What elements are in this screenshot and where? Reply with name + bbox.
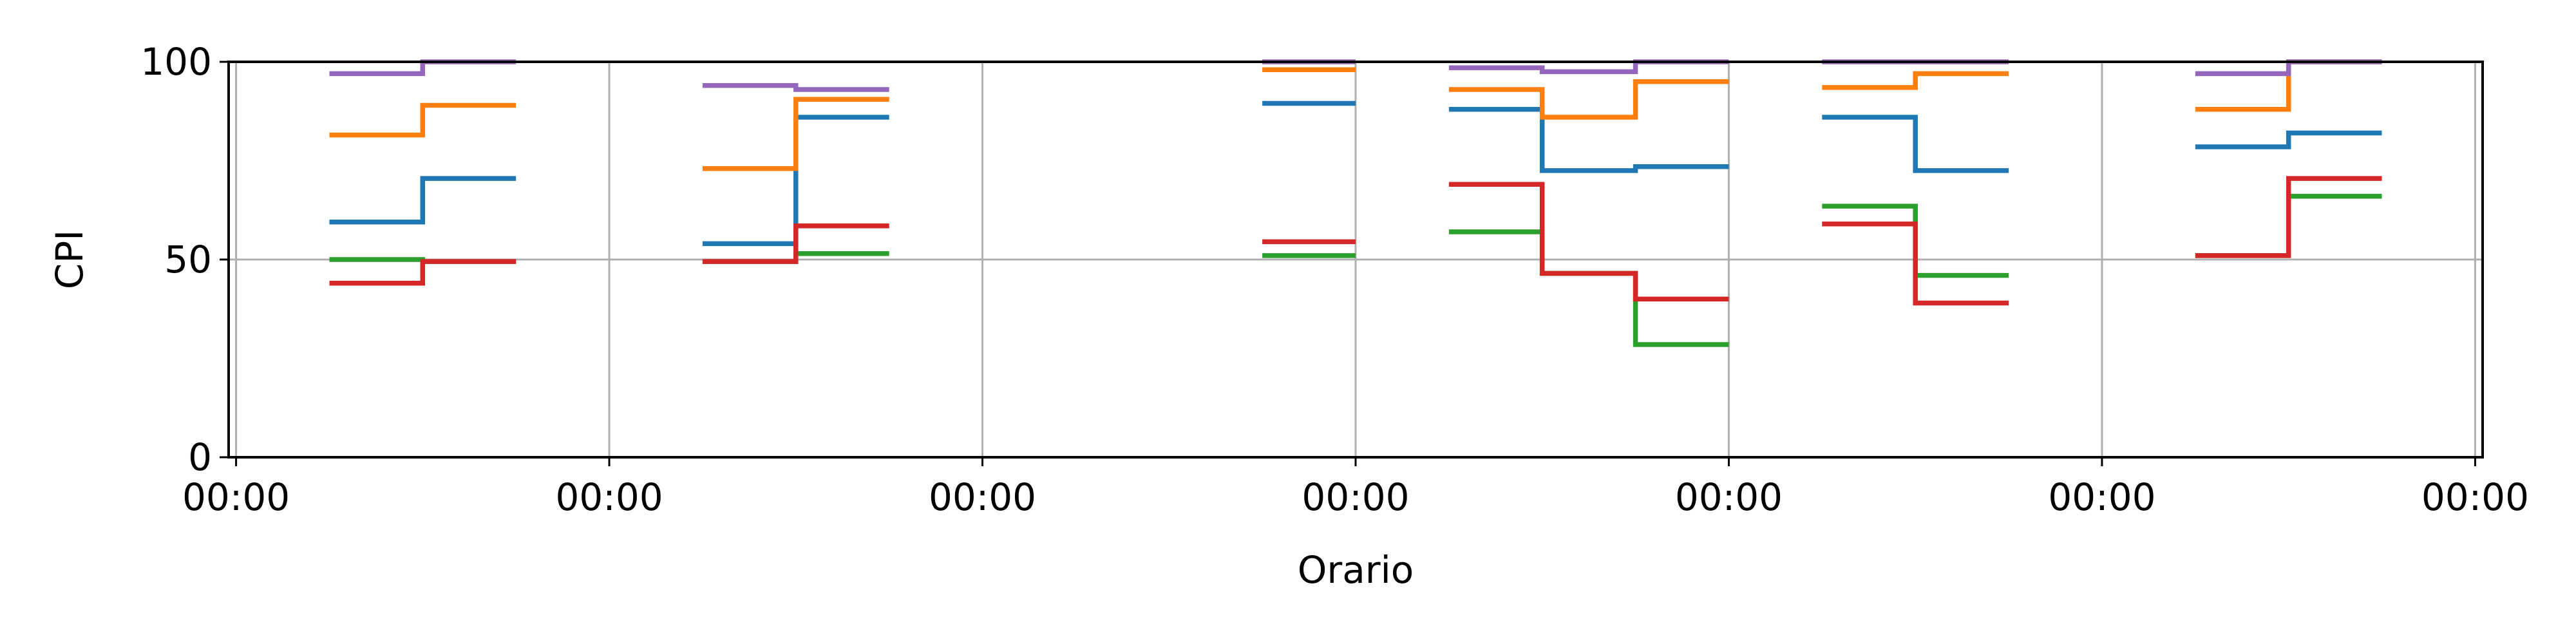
y-axis-label: CPI xyxy=(48,230,91,290)
y-tick-label: 100 xyxy=(140,40,212,84)
series-5-segment-4 xyxy=(1448,59,1729,75)
x-tick-label: 00:00 xyxy=(2421,475,2529,519)
x-tick-label: 00:00 xyxy=(182,475,290,519)
x-tick-label: 00:00 xyxy=(1675,475,1783,519)
series-5-segment-1 xyxy=(329,59,516,77)
series-1-segment-1 xyxy=(329,176,516,225)
series-4-segment-5 xyxy=(1822,221,2009,306)
x-tick-label: 00:00 xyxy=(1302,475,1409,519)
x-axis-label: Orario xyxy=(1298,548,1414,592)
y-tick-label: 0 xyxy=(188,435,212,479)
series-2-segment-4 xyxy=(1448,79,1729,120)
x-tick-label: 00:00 xyxy=(555,475,663,519)
series-4-segment-6 xyxy=(2195,176,2382,258)
x-tick-label: 00:00 xyxy=(2048,475,2155,519)
series-4-segment-1 xyxy=(329,259,516,286)
x-tick-label: 00:00 xyxy=(929,475,1036,519)
series-2-segment-5 xyxy=(1822,71,2009,90)
series-4-segment-2 xyxy=(702,223,889,264)
y-tick-label: 50 xyxy=(164,238,212,281)
series-1-segment-2 xyxy=(702,115,889,247)
series-4-segment-4 xyxy=(1448,182,1729,302)
series-1-segment-4 xyxy=(1448,106,1729,173)
series-2-segment-1 xyxy=(329,102,516,138)
series-1-segment-5 xyxy=(1822,115,2009,173)
series-1-segment-6 xyxy=(2195,130,2382,149)
series-3-segment-4 xyxy=(1448,229,1729,347)
series-5-segment-2 xyxy=(702,83,889,92)
grid xyxy=(229,61,2483,459)
series-2-segment-2 xyxy=(702,97,889,171)
series-5-segment-6 xyxy=(2195,59,2382,77)
axis-ticks: 00:00 00:00 00:00 00:00 00:00 00:00 00:0005010… xyxy=(140,40,2529,519)
